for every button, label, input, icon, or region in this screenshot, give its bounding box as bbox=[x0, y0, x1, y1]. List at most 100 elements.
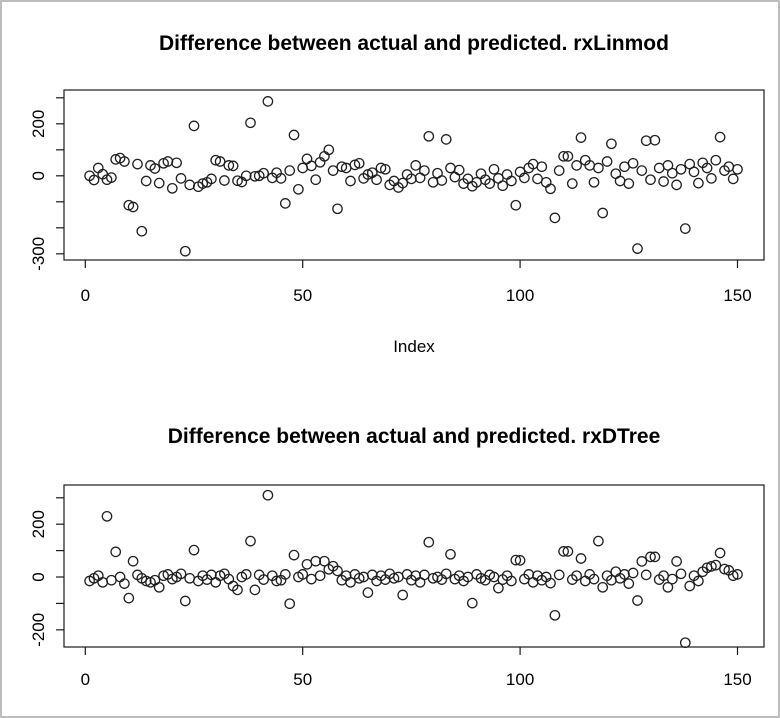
data-point bbox=[484, 178, 496, 189]
data-point bbox=[245, 117, 256, 129]
data-point bbox=[249, 584, 261, 596]
data-point bbox=[632, 595, 643, 606]
data-point bbox=[719, 563, 730, 575]
data-point bbox=[332, 565, 343, 577]
data-point bbox=[214, 156, 226, 167]
data-point bbox=[632, 243, 643, 254]
data-point bbox=[671, 179, 682, 191]
data-point bbox=[197, 178, 209, 189]
x-axis: 0 50 100 150 bbox=[81, 647, 752, 689]
data-point bbox=[653, 162, 665, 174]
data-point bbox=[558, 150, 569, 162]
data-point bbox=[353, 157, 365, 169]
data-point bbox=[362, 587, 374, 598]
y-tick-label: 200 bbox=[29, 110, 48, 138]
data-points bbox=[84, 96, 743, 257]
data-point bbox=[540, 176, 552, 188]
data-point bbox=[658, 176, 669, 187]
x-tick-label: 150 bbox=[723, 286, 751, 305]
data-point bbox=[536, 161, 548, 173]
data-point bbox=[640, 135, 652, 147]
data-point bbox=[497, 180, 509, 192]
x-tick-label: 150 bbox=[723, 670, 751, 689]
data-point bbox=[506, 175, 517, 187]
data-point bbox=[645, 174, 656, 186]
data-point bbox=[419, 569, 430, 581]
data-point bbox=[423, 536, 435, 548]
data-point bbox=[679, 637, 691, 649]
y-tick-label: -200 bbox=[29, 613, 48, 647]
y-tick-label: 0 bbox=[29, 572, 48, 581]
data-point bbox=[258, 574, 269, 585]
data-point bbox=[693, 575, 704, 587]
data-point bbox=[179, 595, 191, 607]
data-point bbox=[688, 166, 700, 178]
data-point bbox=[553, 569, 565, 581]
data-point bbox=[140, 575, 152, 587]
data-point bbox=[175, 173, 187, 184]
data-point bbox=[345, 175, 356, 187]
data-point bbox=[571, 570, 582, 582]
data-point bbox=[488, 163, 500, 175]
y-tick-label: 0 bbox=[29, 171, 48, 180]
x-tick-label: 0 bbox=[81, 670, 90, 689]
data-point bbox=[388, 572, 400, 584]
data-point bbox=[210, 576, 222, 588]
data-point bbox=[240, 569, 252, 580]
data-point bbox=[227, 160, 239, 172]
data-point bbox=[232, 175, 243, 187]
data-point bbox=[319, 555, 330, 567]
data-point bbox=[684, 580, 696, 592]
data-point bbox=[466, 597, 478, 609]
data-point bbox=[445, 162, 456, 174]
data-point bbox=[175, 568, 187, 580]
data-point bbox=[397, 589, 409, 601]
data-point bbox=[579, 575, 591, 587]
data-point bbox=[714, 131, 726, 143]
data-point bbox=[493, 582, 504, 594]
data-point bbox=[549, 212, 561, 224]
data-point bbox=[501, 169, 513, 180]
data-point bbox=[306, 160, 317, 172]
data-point bbox=[614, 175, 626, 187]
data-point bbox=[375, 162, 387, 174]
data-point bbox=[453, 164, 465, 176]
data-point bbox=[232, 584, 243, 596]
data-point bbox=[101, 510, 113, 522]
data-point bbox=[671, 556, 682, 567]
data-point bbox=[732, 569, 743, 580]
data-point bbox=[553, 165, 565, 176]
data-point bbox=[571, 160, 582, 171]
data-point bbox=[119, 578, 130, 589]
data-point bbox=[314, 570, 326, 582]
x-tick-label: 50 bbox=[293, 286, 312, 305]
data-point bbox=[675, 163, 687, 175]
data-point bbox=[119, 156, 130, 167]
data-point bbox=[449, 171, 461, 183]
x-tick-label: 50 bbox=[293, 670, 312, 689]
plot-title-rxlinmod: Difference between actual and predicted.… bbox=[159, 32, 669, 55]
x-tick-label: 100 bbox=[506, 670, 534, 689]
data-point bbox=[301, 558, 313, 570]
data-point bbox=[262, 96, 274, 107]
data-point bbox=[279, 198, 291, 209]
data-point bbox=[627, 157, 639, 169]
data-point bbox=[558, 546, 569, 557]
data-point bbox=[332, 203, 343, 215]
data-point bbox=[379, 163, 391, 175]
data-point bbox=[514, 555, 526, 566]
plot-title-rxdtree: Difference between actual and predicted.… bbox=[167, 425, 661, 448]
data-point bbox=[153, 177, 165, 189]
data-point bbox=[114, 571, 126, 583]
data-point bbox=[279, 569, 291, 580]
data-point bbox=[619, 569, 630, 580]
data-point bbox=[171, 157, 182, 169]
data-point bbox=[649, 551, 661, 563]
data-point bbox=[223, 160, 235, 171]
data-point bbox=[310, 174, 322, 186]
data-point bbox=[440, 134, 452, 145]
data-point bbox=[666, 573, 678, 585]
data-point bbox=[345, 576, 356, 588]
